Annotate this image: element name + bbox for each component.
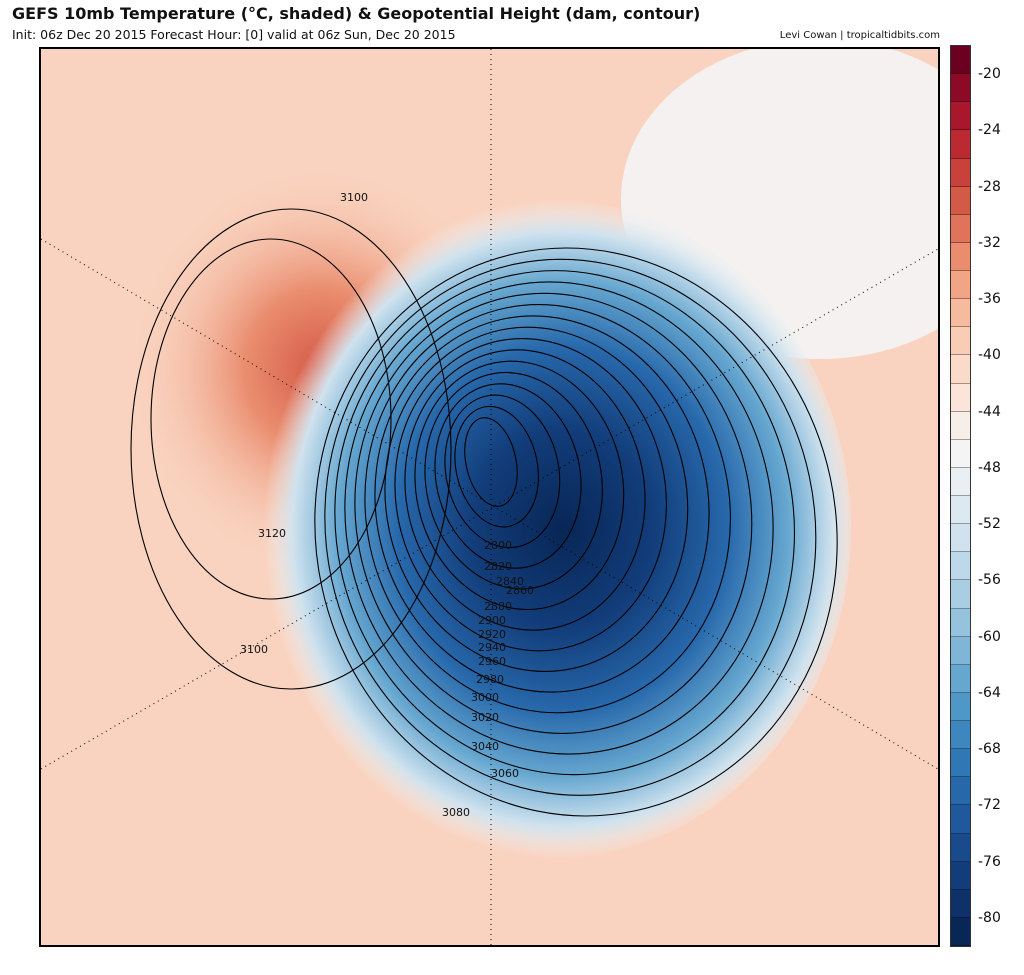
colorbar-label: -80 <box>978 909 1001 926</box>
colorbar-label: -24 <box>978 122 1001 139</box>
colorbar <box>950 45 971 947</box>
colorbar-segment <box>951 467 970 496</box>
height-contours <box>314 247 838 817</box>
colorbar-segment <box>951 355 970 384</box>
contour-2820 <box>444 394 561 549</box>
colorbar-label: -44 <box>978 403 1001 420</box>
contour-2960 <box>374 315 710 693</box>
colorbar-segment <box>951 158 970 187</box>
colorbar-label: -48 <box>978 459 1001 476</box>
colorbar-segment <box>951 917 970 946</box>
colorbar-segment <box>951 580 970 609</box>
contour-label: 3040 <box>471 740 499 753</box>
colorbar-segment <box>951 496 970 525</box>
credit-text: Levi Cowan | tropicaltidbits.com <box>779 30 940 41</box>
contour-label: 3120 <box>258 527 286 540</box>
contour-label: 2840 <box>496 575 524 588</box>
contour-labels: 2800 2820 2840 2860 2880 2900 2920 2940 … <box>240 191 534 819</box>
contour-label: 3080 <box>442 806 470 819</box>
colorbar-segment <box>951 805 970 834</box>
colorbar-segment <box>951 524 970 553</box>
contour-label: 2880 <box>484 600 512 613</box>
contour-3060 <box>324 258 817 796</box>
contour-label: 3060 <box>491 767 519 780</box>
colorbar-label: -36 <box>978 291 1001 308</box>
contour-3040 <box>334 270 795 776</box>
contour-2880 <box>414 360 625 611</box>
colorbar-segment <box>951 46 970 75</box>
contour-2920 <box>394 338 667 652</box>
contour-3000 <box>354 292 753 734</box>
colorbar-label: -64 <box>978 684 1001 701</box>
contour-label: 3000 <box>471 691 499 704</box>
colorbar-label: -20 <box>978 66 1001 83</box>
chart-title: GEFS 10mb Temperature (°C, shaded) & Geo… <box>12 4 701 23</box>
colorbar-segment <box>951 214 970 243</box>
contour-label: 3100 <box>340 191 368 204</box>
colorbar-segment <box>951 833 970 862</box>
colorbar-label: -68 <box>978 741 1001 758</box>
contour-label: 2820 <box>484 560 512 573</box>
colorbar-segment <box>951 242 970 271</box>
colorbar-segment <box>951 411 970 440</box>
colorbar-label: -28 <box>978 178 1001 195</box>
contour-3100 <box>130 208 452 690</box>
colorbar-segment <box>951 383 970 412</box>
polar-vortex-cold-region <box>251 199 851 859</box>
contour-3080 <box>314 247 838 817</box>
colorbar-label: -72 <box>978 797 1001 814</box>
contour-2800 <box>454 405 539 528</box>
colorbar-segment <box>951 749 970 778</box>
contour-label: 3020 <box>471 711 499 724</box>
colorbar-segment <box>951 608 970 637</box>
colorbar-segment <box>951 889 970 918</box>
contour-2980 <box>364 304 731 714</box>
contour-label: 2900 <box>478 614 506 627</box>
colorbar-segment <box>951 327 970 356</box>
chart-subtitle: Init: 06z Dec 20 2015 Forecast Hour: [0]… <box>12 27 456 42</box>
colorbar-segment <box>951 861 970 890</box>
colorbar-label: -52 <box>978 516 1001 533</box>
colorbar-segment <box>951 74 970 103</box>
contour-label: 2800 <box>484 539 512 552</box>
colorbar-label: -76 <box>978 853 1001 870</box>
colorbar-segment <box>951 102 970 131</box>
contour-label: 2920 <box>478 628 506 641</box>
colorbar-label: -32 <box>978 234 1001 251</box>
colorbar-label: -60 <box>978 628 1001 645</box>
colorbar-label: -56 <box>978 572 1001 589</box>
colorbar-segment <box>951 186 970 215</box>
colorbar-segment <box>951 299 970 328</box>
colorbar-segment <box>951 664 970 693</box>
contour-label: 2860 <box>506 584 534 597</box>
contour-2780 <box>464 417 518 507</box>
colorbar-segment <box>951 777 970 806</box>
colorbar-segment <box>951 439 970 468</box>
colorbar-segment <box>951 636 970 665</box>
contour-label: 2960 <box>478 655 506 668</box>
contour-2860 <box>424 371 603 590</box>
contour-3120 <box>150 238 392 600</box>
contour-label: 3100 <box>240 643 268 656</box>
contour-label: 2940 <box>478 641 506 654</box>
contour-2900 <box>404 349 646 631</box>
contour-label: 2980 <box>476 673 504 686</box>
colorbar-segment <box>951 271 970 300</box>
contour-2940 <box>384 326 689 672</box>
colorbar-segment <box>951 130 970 159</box>
map-svg: 2800 2820 2840 2860 2880 2900 2920 2940 … <box>40 39 1021 945</box>
contour-2840 <box>434 383 582 569</box>
colorbar-label: -40 <box>978 347 1001 364</box>
colorbar-segment <box>951 721 970 750</box>
map-panel: 2800 2820 2840 2860 2880 2900 2920 2940 … <box>39 39 1021 947</box>
contour-3020 <box>344 281 774 755</box>
colorbar-segment <box>951 552 970 581</box>
colorbar-segment <box>951 692 970 721</box>
